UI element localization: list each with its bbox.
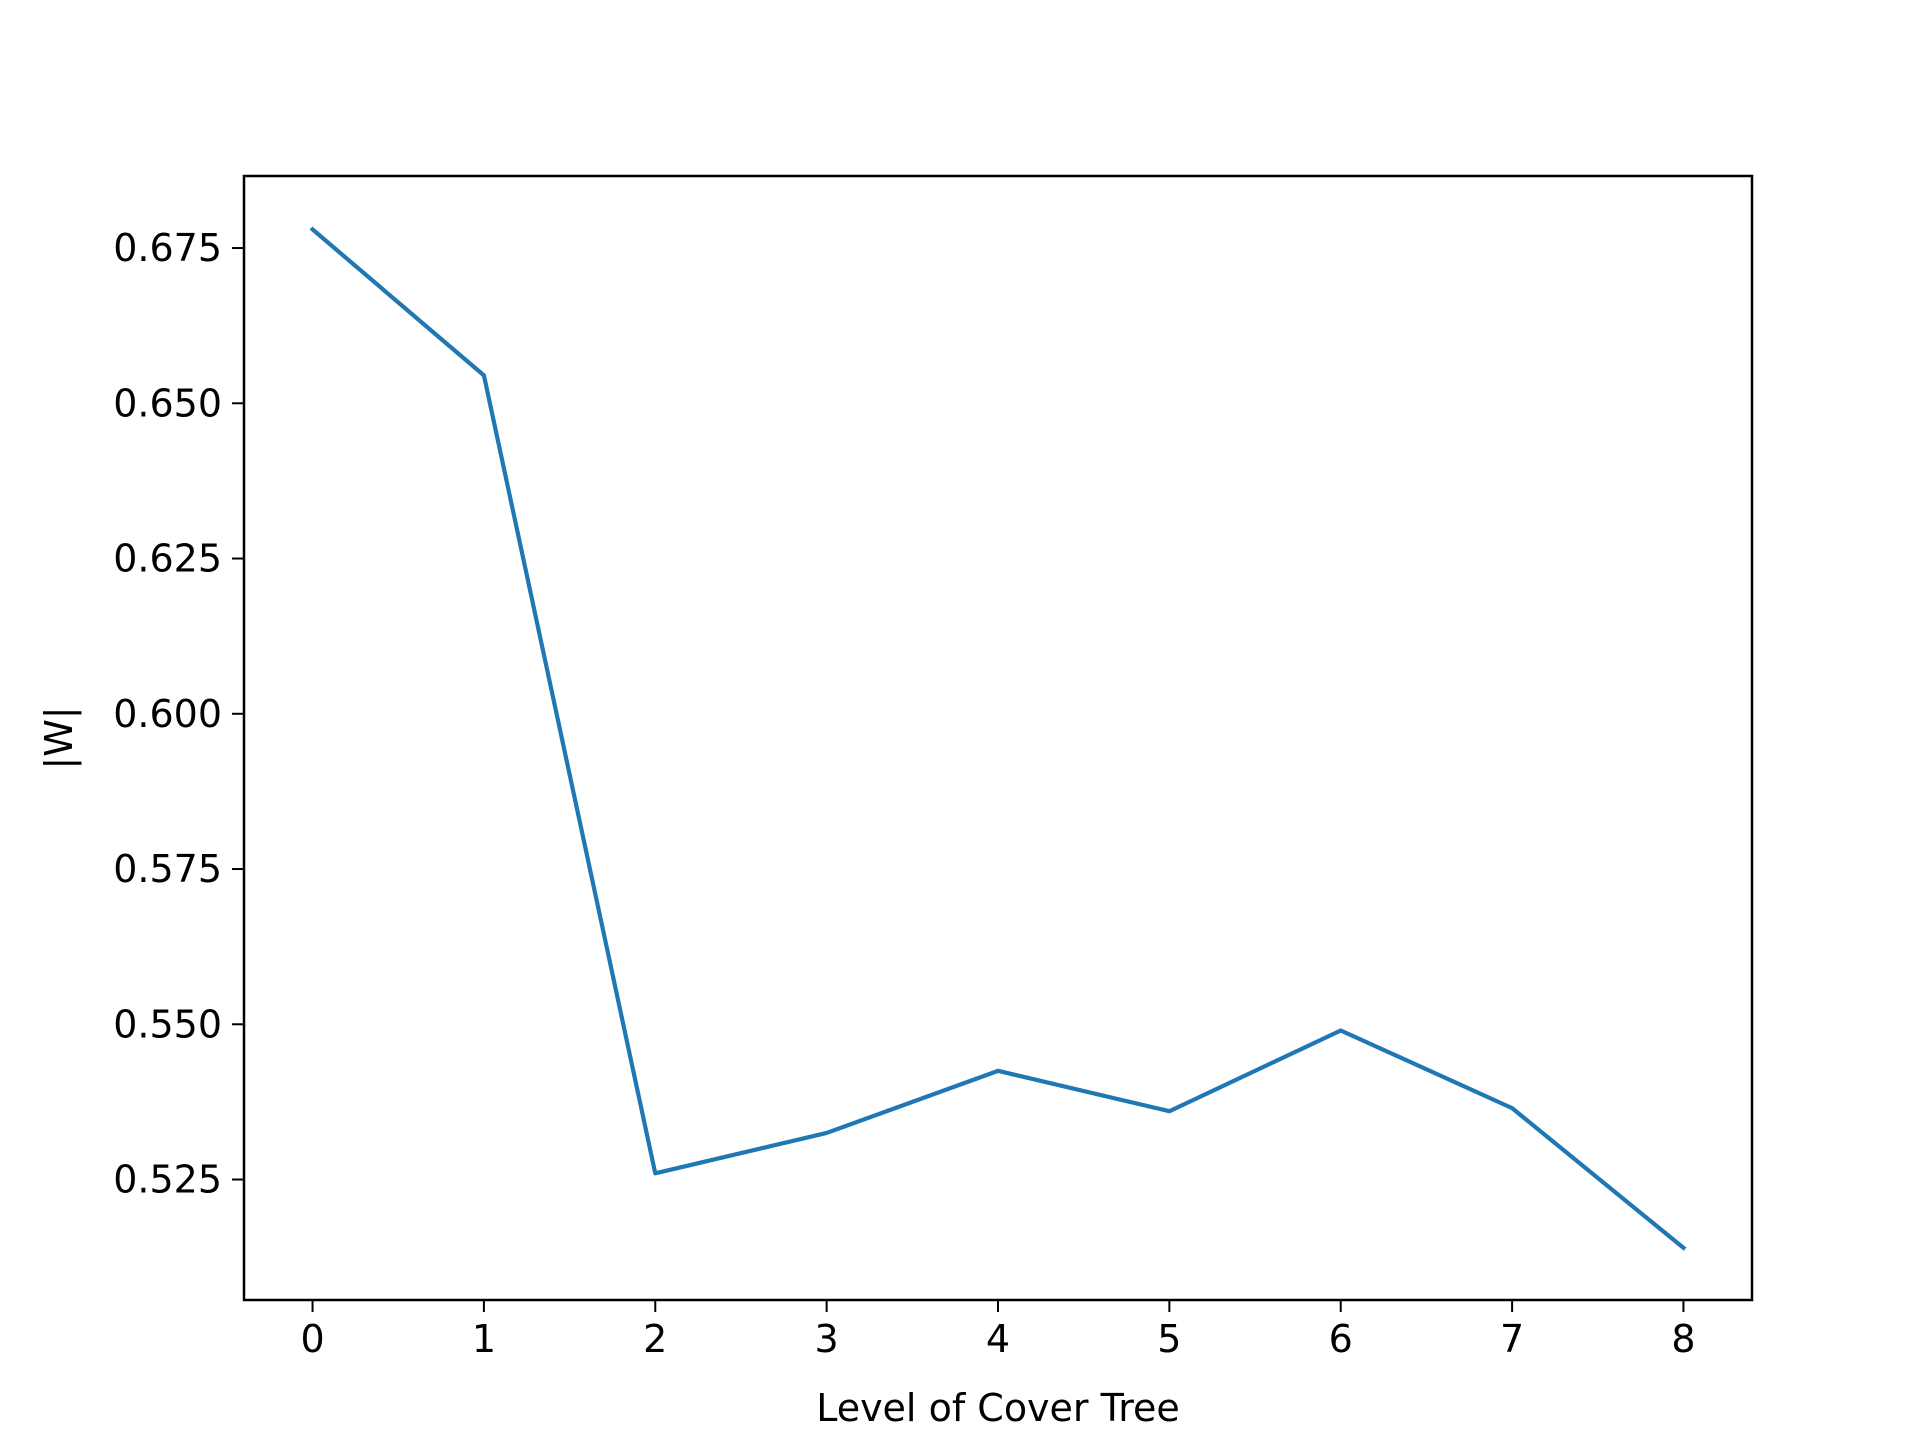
- x-tick-label: 1: [472, 1317, 496, 1361]
- y-axis-label: |W|: [37, 706, 82, 769]
- x-tick-label: 8: [1671, 1317, 1695, 1361]
- y-axis-ticks: 0.525 0.550 0.575 0.600 0.625 0.650 0.675: [113, 226, 244, 1202]
- plot-area: [309, 226, 1687, 1251]
- x-tick-label: 4: [986, 1317, 1010, 1361]
- series-line-0: [309, 226, 1687, 1251]
- x-axis-ticks: 0 1 2 3 4 5 6 7 8: [300, 1300, 1696, 1361]
- x-tick-label: 6: [1329, 1317, 1353, 1361]
- axes-frame: [242, 174, 1754, 1302]
- y-tick-label: 0.525: [113, 1158, 222, 1202]
- x-tick-label: 7: [1500, 1317, 1524, 1361]
- x-tick-label: 2: [643, 1317, 667, 1361]
- y-tick-label: 0.575: [113, 847, 222, 891]
- x-tick-label: 3: [815, 1317, 839, 1361]
- y-tick-label: 0.625: [113, 537, 222, 581]
- y-tick-label: 0.600: [113, 692, 222, 736]
- x-tick-label: 0: [300, 1317, 324, 1361]
- x-axis-label: Level of Cover Tree: [816, 1386, 1180, 1430]
- y-tick-label: 0.550: [113, 1002, 222, 1046]
- x-tick-label: 5: [1157, 1317, 1181, 1361]
- y-tick-label: 0.675: [113, 226, 222, 270]
- y-tick-label: 0.650: [113, 381, 222, 425]
